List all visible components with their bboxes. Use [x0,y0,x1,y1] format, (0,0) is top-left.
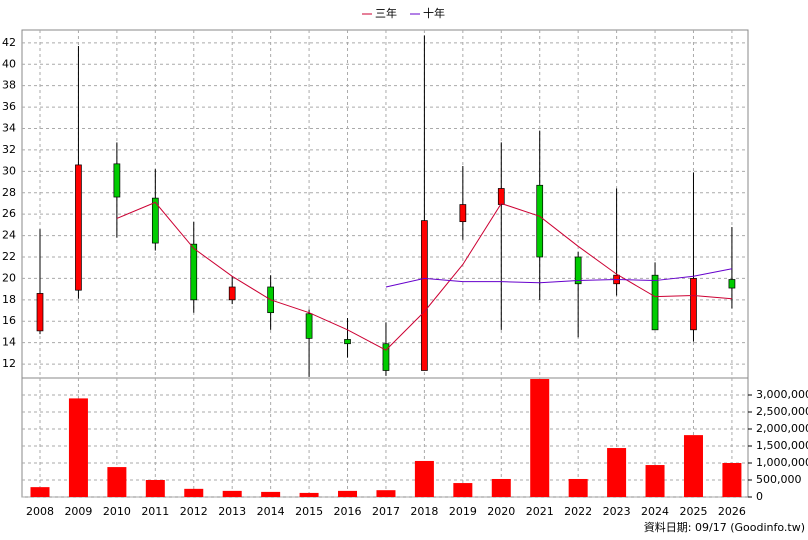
source-note: 資料日期: 09/17 (Goodinfo.tw) [644,520,805,534]
candle-body [536,184,544,258]
x-tick-label: 2017 [372,505,400,518]
x-tick-label: 2022 [564,505,592,518]
volume-bar [607,448,627,497]
volume-bar [376,490,396,497]
candle-body [690,278,697,331]
x-tick-label: 2012 [180,505,208,518]
x-tick-label: 2008 [26,505,54,518]
volume-bar [261,491,281,497]
volume-bar [30,487,50,497]
y-tick-label: 40 [2,57,16,70]
y2-tick-label: 2,500,000 [756,405,808,418]
candle-body [344,339,351,345]
y2-tick-label: 0 [756,490,763,503]
y-tick-label: 16 [2,314,16,327]
y-tick-label: 18 [2,293,16,306]
x-tick-label: 2020 [487,505,515,518]
volume-bar [338,490,358,497]
volume-bar [222,490,242,497]
y-tick-label: 14 [2,336,16,349]
x-tick-label: 2024 [641,505,669,518]
x-tick-label: 2021 [526,505,554,518]
y-tick-label: 12 [2,357,16,370]
y2-tick-label: 1,000,000 [756,456,808,469]
x-tick-label: 2013 [218,505,246,518]
y-tick-label: 32 [2,143,16,156]
y-tick-label: 38 [2,79,16,92]
y2-tick-label: 1,500,000 [756,439,808,452]
volume-bar [107,467,127,497]
candle-body [497,188,505,205]
y-tick-label: 34 [2,122,16,135]
candle-body [36,293,44,332]
candle-body [574,256,582,285]
x-tick-label: 2015 [295,505,323,518]
y2-tick-label: 3,000,000 [756,388,808,401]
y-tick-label: 24 [2,229,16,242]
candle-body [190,243,198,301]
volume-bar [722,463,742,497]
y-tick-label: 22 [2,250,16,263]
legend-label: 三年 [375,6,397,20]
x-tick-label: 2011 [141,505,169,518]
y-tick-label: 42 [2,36,16,49]
y-tick-label: 36 [2,100,16,113]
candle-body [421,220,428,371]
volume-bar [453,483,473,497]
volume-bar [683,435,703,497]
candle-body [728,279,736,289]
volume-bar [414,460,434,497]
x-tick-label: 2026 [718,505,746,518]
y-tick-label: 20 [2,271,16,284]
x-tick-label: 2018 [410,505,438,518]
volume-bar [145,480,165,497]
candle-body [75,164,82,291]
candle-body [459,204,467,223]
candle-body [651,274,659,331]
candle-body [113,163,121,198]
plot-frame [21,29,749,498]
x-tick-label: 2023 [603,505,631,518]
y2-tick-label: 500,000 [756,473,802,486]
volume-bar [645,465,665,497]
volume-bar [491,478,511,497]
candle-body [228,286,236,301]
y-tick-label: 28 [2,186,16,199]
volume-bar [530,379,550,497]
candle-body [382,343,390,371]
candle-body [151,197,159,244]
x-tick-label: 2010 [103,505,131,518]
y-tick-label: 30 [2,164,16,177]
legend-label: 十年 [423,6,445,20]
x-tick-label: 2025 [679,505,707,518]
volume-bar [68,398,88,497]
x-tick-label: 2019 [449,505,477,518]
volume-bar [184,488,204,497]
x-tick-label: 2009 [64,505,92,518]
ma-line [385,268,733,288]
volume-bar [299,492,319,497]
y2-tick-label: 2,000,000 [756,422,808,435]
x-tick-label: 2016 [334,505,362,518]
volume-bar [568,478,588,497]
x-tick-label: 2014 [257,505,285,518]
candle-body [305,313,313,339]
ma-line [116,201,732,351]
y-tick-label: 26 [2,207,16,220]
